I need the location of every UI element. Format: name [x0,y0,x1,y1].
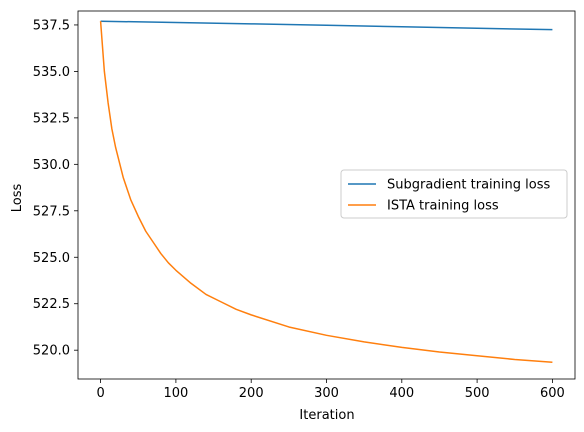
legend-label-1: Subgradient training loss [387,178,550,193]
plot-area [99,20,553,364]
x-tick-label: 0 [96,386,104,401]
y-tick-label: 530.0 [33,158,70,173]
y-tick-label: 522.5 [33,297,70,312]
y-tick-label: 520.0 [33,344,70,359]
y-tick-label: 527.5 [33,204,70,219]
legend-label-2: ISTA training loss [387,199,499,214]
x-tick-label: 300 [314,386,339,401]
x-tick-label: 500 [465,386,490,401]
legend-box [340,169,568,219]
x-axis-label: Iteration [299,408,354,423]
y-tick-label: 535.0 [33,65,70,80]
series-line-1 [100,20,553,31]
x-tick-label: 200 [239,386,264,401]
x-tick-label: 100 [163,386,188,401]
legend: Subgradient training loss ISTA training l… [340,169,568,219]
series-line-2 [99,21,553,364]
axes: 0 100 200 300 400 500 600 520.0 522.5 525.0 527.5 5… [33,10,576,401]
x-tick-label: 400 [389,386,414,401]
y-tick-label: 537.5 [33,18,70,33]
x-tick-label: 600 [540,386,565,401]
y-tick-label: 532.5 [33,111,70,126]
y-axis-label: Loss [10,184,25,213]
y-tick-label: 525.0 [33,251,70,266]
